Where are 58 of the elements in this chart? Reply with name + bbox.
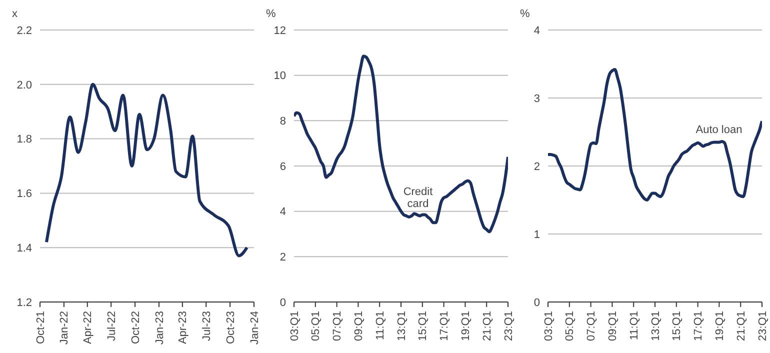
x-tick-label: Oct-22 [130, 311, 142, 344]
y-tick-label: 4 [534, 24, 540, 37]
y-tick-label: 2.0 [16, 79, 32, 92]
x-tick-label: Oct-21 [34, 311, 47, 344]
x-tick-label: 21:Q1 [481, 311, 494, 341]
y-tick-label: 1.8 [16, 134, 32, 146]
y-tick-label: 6 [280, 160, 286, 173]
x-tick-label: Jan-23 [154, 311, 166, 345]
x-tick-label: Apr-23 [177, 311, 190, 344]
line-series [548, 68, 762, 202]
x-tick-label: Apr-22 [82, 311, 94, 344]
x-tick-label: 07:Q1 [586, 311, 598, 341]
y-axis-title: % [520, 8, 530, 20]
x-tick-label: 03:Q1 [288, 311, 301, 341]
x-tick-label: 07:Q1 [332, 311, 344, 341]
y-tick-label: 1.4 [16, 242, 32, 255]
x-tick-label: 23:Q1 [502, 311, 515, 341]
y-tick-label: 1.6 [16, 188, 32, 200]
y-tick-label: 12 [274, 24, 286, 37]
x-tick-label: 11:Q1 [374, 311, 386, 340]
y-axis-title: % [266, 8, 276, 20]
x-tick-label: 21:Q1 [735, 311, 748, 341]
y-tick-label: 2.2 [16, 24, 32, 37]
x-tick-label: Jan-22 [58, 311, 71, 345]
x-tick-label: 19:Q1 [460, 311, 472, 341]
y-tick-label: 2 [534, 160, 540, 173]
line-series [294, 54, 508, 234]
x-tick-label: 19:Q1 [714, 311, 726, 341]
x-tick-label: 23:Q1 [756, 311, 769, 341]
line-series [45, 82, 248, 258]
x-tick-label: 05:Q1 [310, 311, 322, 341]
annotation: Auto loan [694, 124, 744, 136]
y-tick-label: 1 [534, 228, 540, 241]
x-tick-label: 13:Q1 [650, 311, 662, 341]
x-tick-label: 15:Q1 [417, 311, 430, 341]
x-tick-label: Oct-23 [224, 311, 237, 344]
y-tick-label: 10 [274, 70, 286, 82]
y-tick-label: 4 [280, 206, 286, 218]
x-tick-label: 05:Q1 [564, 311, 576, 341]
x-tick-label: 17:Q1 [692, 311, 705, 341]
x-tick-label: 09:Q1 [607, 311, 620, 341]
y-tick-label: 8 [280, 116, 286, 128]
x-tick-label: Jul-22 [106, 311, 118, 341]
y-tick-label: 0 [534, 296, 540, 309]
x-tick-label: 13:Q1 [396, 311, 408, 341]
x-tick-label: 17:Q1 [438, 311, 451, 341]
x-tick-label: 11:Q1 [628, 311, 640, 340]
y-tick-label: 2 [280, 252, 286, 264]
y-axis-title: x [12, 8, 18, 20]
annotation: Credit card [402, 186, 434, 210]
y-tick-label: 3 [534, 92, 540, 105]
x-tick-label: Jan-24 [248, 311, 261, 345]
x-tick-label: Jul-23 [200, 311, 213, 341]
x-tick-label: 15:Q1 [671, 311, 684, 341]
x-tick-label: 09:Q1 [353, 311, 366, 341]
x-tick-label: 03:Q1 [542, 311, 555, 341]
y-tick-label: 1.2 [16, 296, 32, 309]
y-tick-label: 0 [280, 296, 286, 309]
